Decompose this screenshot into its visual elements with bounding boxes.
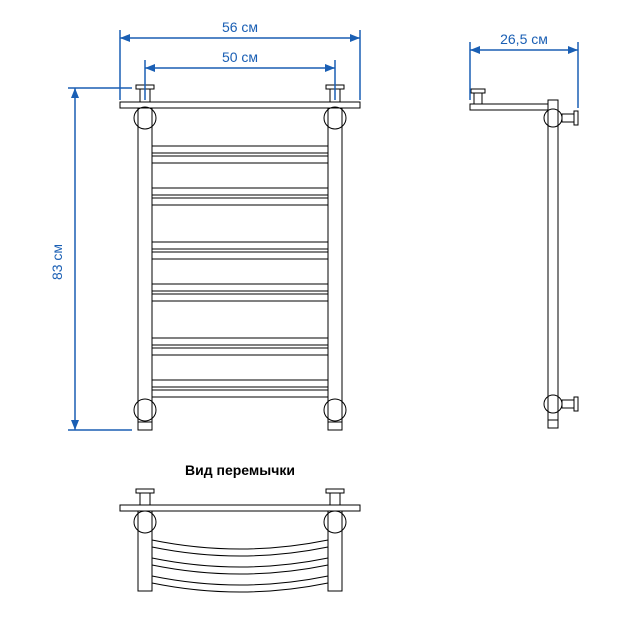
technical-drawing: 56 см 50 см 83 см 26,5 см Вид перемычки <box>0 0 640 640</box>
bottom-view <box>120 489 360 592</box>
dim-width-inner: 50 см <box>222 49 258 65</box>
dim-depth: 26,5 см <box>500 31 548 47</box>
dim-height: 83 см <box>49 244 65 280</box>
dim-width-outer: 56 см <box>222 19 258 35</box>
front-view <box>120 85 360 430</box>
side-view <box>470 89 578 428</box>
bottom-caption: Вид перемычки <box>185 462 295 478</box>
